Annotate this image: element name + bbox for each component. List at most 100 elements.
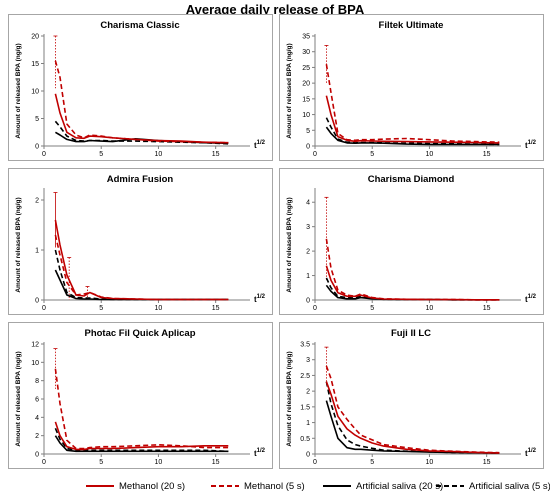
x-tick-label: 5 <box>370 459 374 466</box>
main-title: Average daily release of BPA <box>185 2 365 17</box>
x-tick-label: 15 <box>212 459 220 466</box>
x-tick-label: 5 <box>99 151 103 158</box>
y-tick-label: 3 <box>306 224 310 231</box>
x-tick-label: 0 <box>313 459 317 466</box>
y-tick-label: 15 <box>31 61 39 68</box>
y-tick-label: 0 <box>35 144 39 151</box>
panel-title: Charisma Diamond <box>368 174 455 185</box>
y-tick-label: 0.5 <box>300 436 310 443</box>
x-tick-label: 15 <box>483 305 491 312</box>
y-tick-label: 5 <box>306 128 310 135</box>
y-tick-label: 10 <box>31 89 39 96</box>
x-axis-label: t1/2 <box>525 294 537 304</box>
x-axis-label: t1/2 <box>525 140 537 150</box>
x-tick-label: 5 <box>99 459 103 466</box>
panel-frame <box>8 168 273 315</box>
y-tick-label: 0 <box>35 452 39 459</box>
x-tick-label: 0 <box>42 151 46 158</box>
y-tick-label: 10 <box>302 112 310 119</box>
y-axis-label: Amount of released BPA (ng/g) <box>15 351 22 446</box>
legend-item: Methanol (20 s) <box>86 478 185 494</box>
y-tick-label: 0 <box>306 298 310 305</box>
panel-title: Charisma Classic <box>100 20 179 31</box>
x-tick-label: 10 <box>426 305 434 312</box>
panel-5: Photac Fil Quick Aplicap 0 2 4 6 8 10 12 0 5 10 15 A… <box>8 322 273 469</box>
series-line <box>325 381 500 454</box>
panel-4: Charisma Diamond 0 1 2 3 4 0 5 10 15 Amount of rel… <box>279 168 544 315</box>
panel-title: Fuji II LC <box>391 328 431 339</box>
y-tick-label: 2 <box>35 433 39 440</box>
series-line <box>54 120 229 145</box>
y-tick-label: 10 <box>31 360 39 367</box>
x-tick-label: 15 <box>483 151 491 158</box>
legend-swatch <box>86 485 114 487</box>
panel-frame <box>279 168 544 315</box>
x-tick-label: 0 <box>42 459 46 466</box>
series-line <box>325 238 500 301</box>
y-tick-label: 30 <box>302 49 310 56</box>
y-tick-label: 20 <box>31 34 39 41</box>
legend-swatch <box>211 485 239 487</box>
panel-2: Filtek Ultimate 0 5 10 15 20 25 30 35 0 5 10 15 Amoun… <box>279 14 544 161</box>
series-line <box>54 249 229 301</box>
y-tick-label: 0 <box>306 452 310 459</box>
series-line <box>54 427 229 453</box>
legend-item: Methanol (5 s) <box>211 478 305 494</box>
y-tick-label: 3.5 <box>300 342 310 349</box>
x-tick-label: 0 <box>313 305 317 312</box>
y-tick-label: 6 <box>35 397 39 404</box>
y-tick-label: 20 <box>302 81 310 88</box>
legend-label: Artificial saliva (20 s) <box>356 480 444 492</box>
series-line <box>325 95 500 144</box>
y-tick-label: 1 <box>35 248 39 255</box>
x-tick-label: 15 <box>483 459 491 466</box>
y-tick-label: 15 <box>302 96 310 103</box>
x-tick-label: 0 <box>42 305 46 312</box>
series-line <box>54 60 229 144</box>
series-line <box>54 421 229 451</box>
panel-3: Admira Fusion 0 1 2 0 5 10 15 Amount of released… <box>8 168 273 315</box>
x-tick-label: 5 <box>99 305 103 312</box>
y-axis-label: Amount of released BPA (ng/g) <box>15 197 22 292</box>
x-tick-label: 10 <box>426 151 434 158</box>
series-line <box>54 435 229 453</box>
panel-title: Photac Fil Quick Aplicap <box>84 328 195 339</box>
panel-1: Charisma Classic 0 5 10 15 20 0 5 10 15 Amount of … <box>8 14 273 161</box>
y-tick-label: 12 <box>31 342 39 349</box>
panel-frame <box>279 14 544 161</box>
y-tick-label: 35 <box>302 34 310 41</box>
y-tick-label: 2 <box>35 198 39 205</box>
y-tick-label: 1 <box>306 273 310 280</box>
legend-swatch <box>323 485 351 487</box>
y-tick-label: 8 <box>35 378 39 385</box>
y-tick-label: 2 <box>306 389 310 396</box>
y-tick-label: 2 <box>306 249 310 256</box>
x-tick-label: 10 <box>155 305 163 312</box>
panel-frame <box>279 322 544 469</box>
legend-label: Artificial saliva (5 s) <box>469 480 550 492</box>
y-tick-label: 4 <box>306 200 310 207</box>
y-tick-label: 5 <box>35 116 39 123</box>
x-tick-label: 10 <box>155 459 163 466</box>
y-axis-label: Amount of released BPA (ng/g) <box>286 197 293 292</box>
panel-6: Fuji II LC 0 0.5 1 1.5 2 2.5 3 3.5 0 5 10 15 Amount o… <box>279 322 544 469</box>
x-tick-label: 5 <box>370 151 374 158</box>
panel-frame <box>8 322 273 469</box>
legend-label: Methanol (20 s) <box>119 480 186 492</box>
y-tick-label: 4 <box>35 415 39 422</box>
y-tick-label: 25 <box>302 65 310 72</box>
series-line <box>54 234 229 301</box>
series-line <box>325 64 500 143</box>
x-tick-label: 15 <box>212 151 220 158</box>
y-tick-label: 0 <box>306 144 310 151</box>
legend-item: Artificial saliva (20 s) <box>323 478 443 494</box>
x-tick-label: 0 <box>313 151 317 158</box>
legend-label: Methanol (5 s) <box>244 480 305 492</box>
legend-item: Artificial saliva (5 s) <box>436 478 550 494</box>
x-axis-label: t1/2 <box>525 448 537 458</box>
y-tick-label: 2.5 <box>300 373 310 380</box>
x-axis-label: t1/2 <box>254 140 266 150</box>
panel-frame <box>8 14 273 161</box>
y-axis-label: Amount of released BPA (ng/g) <box>286 351 293 446</box>
legend-swatch <box>436 485 464 487</box>
